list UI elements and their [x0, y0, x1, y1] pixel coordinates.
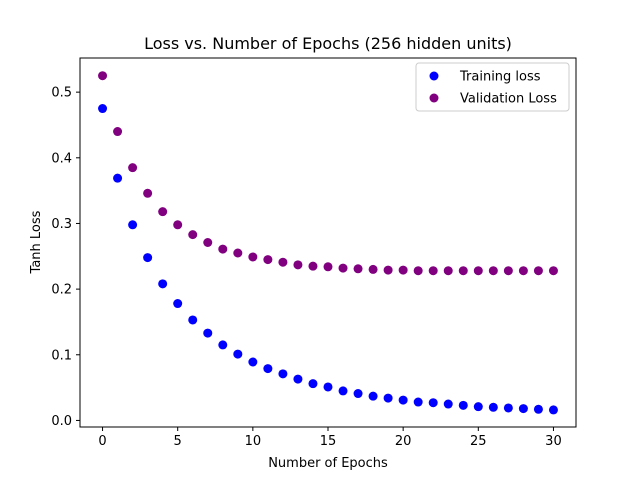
validation-loss-point	[413, 266, 423, 276]
validation-loss-point	[368, 264, 378, 274]
training-loss-point	[113, 173, 123, 183]
x-axis-label: Number of Epochs	[268, 456, 388, 471]
training-loss-point	[188, 315, 198, 325]
x-tick-label: 20	[395, 434, 412, 449]
validation-loss-point	[518, 266, 528, 276]
validation-loss-point	[533, 266, 543, 276]
training-loss-point	[323, 382, 333, 392]
y-tick-label: 0.0	[51, 414, 72, 429]
legend-label-training: Training loss	[459, 70, 541, 85]
training-loss-point	[353, 389, 363, 399]
training-loss-point	[473, 402, 483, 412]
validation-loss-point	[353, 264, 363, 274]
training-loss-point	[413, 397, 423, 407]
training-loss-point	[338, 386, 348, 396]
training-loss-point	[203, 328, 213, 338]
validation-loss-point	[98, 71, 108, 81]
training-loss-point	[308, 379, 318, 389]
legend-label-validation: Validation Loss	[460, 92, 557, 107]
x-tick-label: 30	[545, 434, 562, 449]
legend-marker-training	[429, 71, 439, 81]
training-loss-point	[383, 393, 393, 403]
validation-loss-point	[293, 260, 303, 270]
chart-title: Loss vs. Number of Epochs (256 hidden un…	[144, 34, 512, 53]
training-loss-point	[263, 364, 273, 374]
training-loss-point	[233, 349, 243, 359]
axis-ticks: 0 5 10 15 20 25 30 0.0 0.1 0.2 0.3 0.4 0.5	[51, 86, 561, 449]
x-tick-label: 25	[470, 434, 487, 449]
validation-loss-point	[188, 230, 198, 240]
training-loss-point	[158, 279, 168, 289]
validation-loss-point	[143, 188, 153, 198]
training-loss-point	[518, 404, 528, 414]
training-loss-point	[128, 220, 138, 230]
validation-loss-point	[308, 261, 318, 271]
validation-loss-point	[458, 266, 468, 276]
data-points	[98, 71, 558, 415]
x-tick-label: 0	[98, 434, 106, 449]
legend-box	[415, 62, 570, 112]
validation-loss-point	[113, 127, 123, 137]
x-tick-label: 15	[320, 434, 337, 449]
training-loss-point	[533, 404, 543, 414]
validation-loss-point	[488, 266, 498, 276]
validation-loss-point	[443, 266, 453, 276]
legend: Training loss Validation Loss	[415, 62, 570, 112]
training-loss-point	[278, 369, 288, 379]
y-tick-label: 0.1	[51, 348, 72, 363]
y-tick-label: 0.2	[51, 283, 72, 298]
validation-loss-point	[503, 266, 513, 276]
training-loss-point	[398, 395, 408, 405]
validation-loss-point	[263, 255, 273, 265]
training-loss-point	[98, 104, 108, 114]
series-training-loss	[98, 104, 558, 415]
x-tick-label: 5	[174, 434, 182, 449]
validation-loss-point	[473, 266, 483, 276]
x-tick-label: 10	[245, 434, 262, 449]
training-loss-point	[428, 398, 438, 408]
plot-frame	[79, 57, 577, 428]
training-loss-point	[458, 400, 468, 410]
legend-marker-validation	[429, 93, 439, 103]
y-tick-label: 0.3	[51, 217, 72, 232]
series-validation-loss	[98, 71, 558, 276]
training-loss-point	[368, 391, 378, 401]
validation-loss-point	[128, 163, 138, 173]
training-loss-point	[488, 402, 498, 412]
validation-loss-point	[173, 220, 183, 230]
validation-loss-point	[248, 252, 258, 262]
training-loss-point	[248, 357, 258, 367]
y-tick-label: 0.4	[51, 151, 72, 166]
training-loss-point	[548, 405, 558, 415]
training-loss-point	[173, 299, 183, 309]
validation-loss-point	[203, 238, 213, 247]
validation-loss-point	[233, 248, 243, 258]
y-axis-label: Tanh Loss	[29, 210, 44, 274]
validation-loss-point	[398, 265, 408, 275]
training-loss-point	[503, 403, 513, 413]
validation-loss-point	[338, 263, 348, 273]
training-loss-point	[293, 374, 303, 384]
validation-loss-point	[218, 244, 228, 254]
validation-loss-point	[428, 266, 438, 276]
validation-loss-point	[548, 266, 558, 276]
validation-loss-point	[383, 265, 393, 275]
training-loss-point	[218, 340, 228, 350]
training-loss-point	[443, 399, 453, 409]
y-tick-label: 0.5	[51, 86, 72, 101]
validation-loss-point	[278, 257, 288, 267]
validation-loss-point	[323, 262, 333, 272]
validation-loss-point	[158, 207, 168, 217]
training-loss-point	[143, 253, 153, 263]
